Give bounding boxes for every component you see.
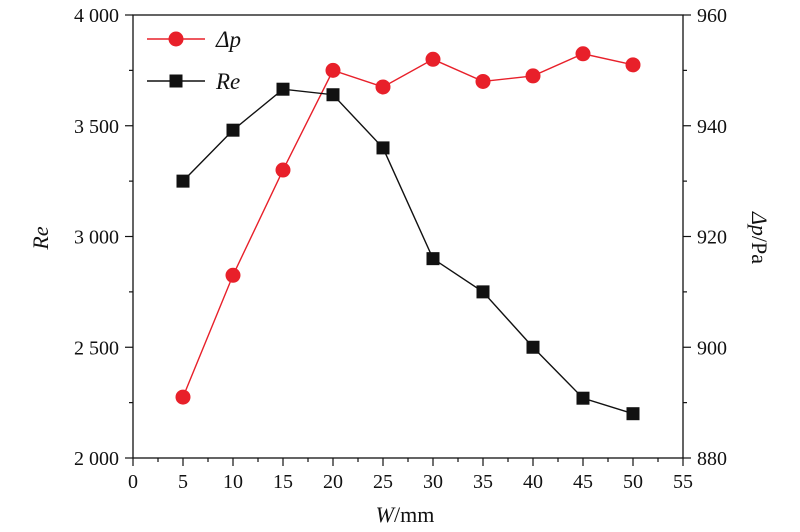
data-point-re (376, 141, 390, 155)
data-point-delta-p (525, 68, 541, 84)
data-point-re (276, 82, 290, 96)
x-axis-title-unit: /mm (394, 502, 434, 527)
y-right-axis-title-unit: /Pa (747, 236, 772, 264)
y-left-tick-label: 3 000 (74, 227, 119, 249)
legend-label-delta-p: Δp (215, 27, 241, 52)
y-right-tick-label: 960 (697, 5, 727, 27)
data-point-delta-p (225, 267, 241, 283)
data-point-delta-p (375, 79, 391, 95)
x-tick-label: 50 (623, 471, 643, 493)
series-line-delta-p (182, 53, 634, 398)
y-left-tick-label: 2 000 (74, 448, 119, 470)
data-point-re (226, 123, 240, 137)
data-point-delta-p (575, 46, 591, 62)
x-tick-label: 25 (373, 471, 393, 493)
data-point-re (326, 88, 340, 102)
data-point-delta-p (275, 162, 291, 178)
y-right-tick-label: 900 (697, 337, 727, 359)
data-point-delta-p (325, 62, 341, 78)
x-tick-label: 35 (473, 471, 493, 493)
data-point-delta-p (475, 73, 491, 89)
data-point-re (176, 174, 190, 188)
x-tick-label: 55 (673, 471, 693, 493)
x-axis-title: W/mm (376, 502, 435, 527)
x-tick-label: 20 (323, 471, 343, 493)
data-point-re (576, 391, 590, 405)
data-point-re (626, 407, 640, 421)
x-axis-title-var: W (376, 502, 396, 527)
y-right-tick-label: 880 (697, 448, 727, 470)
legend-marker-delta-p (168, 31, 184, 47)
legend-marker-re (169, 74, 183, 88)
data-point-re (476, 285, 490, 299)
y-left-axis-title: Re (28, 226, 53, 250)
data-point-delta-p (175, 389, 191, 405)
legend-label-re: Re (215, 69, 240, 94)
x-tick-label: 0 (128, 471, 138, 493)
x-tick-label: 5 (178, 471, 188, 493)
y-right-tick-label: 940 (697, 116, 727, 138)
legend: Δp Re (147, 27, 241, 94)
x-tick-label: 15 (273, 471, 293, 493)
y-right-axis-title-var: Δp (747, 211, 772, 236)
x-tick-label: 10 (223, 471, 243, 493)
data-point-re (426, 252, 440, 266)
data-point-delta-p (625, 57, 641, 73)
data-point-delta-p (425, 51, 441, 67)
series-line-re (182, 88, 634, 415)
y-left-tick-label: 3 500 (74, 116, 119, 138)
series (175, 46, 641, 421)
y-left-tick-label: 4 000 (74, 5, 119, 27)
x-tick-label: 40 (523, 471, 543, 493)
ticks: 0 5 10 15 20 25 30 35 40 45 50 55 2 000 2 500 3 000 3 5… (74, 5, 727, 493)
y-left-tick-label: 2 500 (74, 337, 119, 359)
y-right-axis-title: Δp/Pa (747, 211, 772, 264)
data-point-re (526, 340, 540, 354)
x-tick-label: 45 (573, 471, 593, 493)
y-right-tick-label: 920 (697, 227, 727, 249)
x-tick-label: 30 (423, 471, 443, 493)
